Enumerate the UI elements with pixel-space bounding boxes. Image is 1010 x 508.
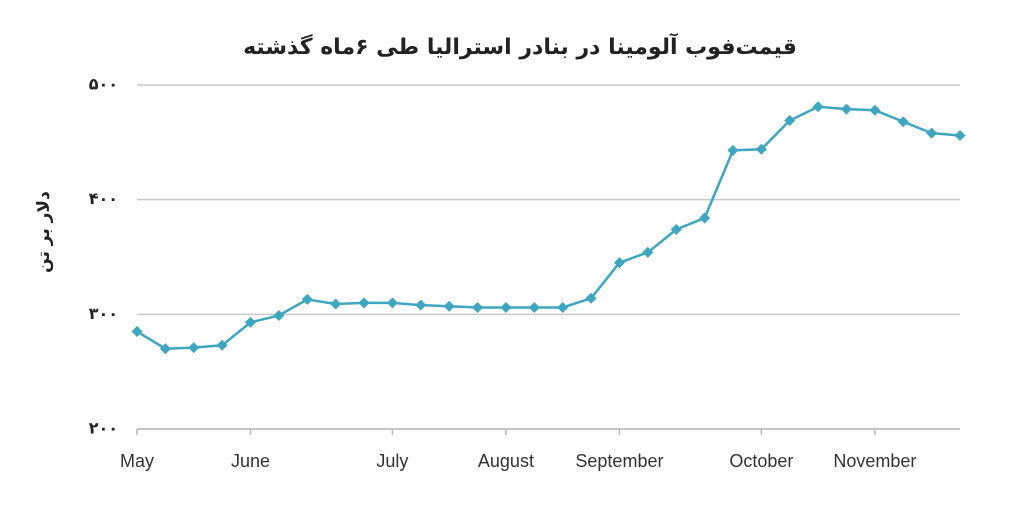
marker	[273, 309, 285, 321]
x-tick-label: July	[376, 451, 408, 471]
marker	[812, 101, 824, 113]
marker	[443, 300, 455, 312]
marker	[869, 104, 881, 116]
marker	[330, 298, 342, 310]
line	[136, 105, 961, 350]
marker	[585, 292, 597, 304]
marker	[159, 343, 171, 355]
x-tick-label: October	[729, 451, 793, 471]
marker	[131, 326, 143, 338]
marker	[500, 301, 512, 313]
x-tick-label: May	[120, 451, 154, 471]
marker	[386, 297, 398, 309]
y-axis-label: دلار بر تن	[34, 191, 54, 273]
x-tick-label: June	[231, 451, 270, 471]
x-tick-label: September	[575, 451, 663, 471]
marker	[472, 301, 484, 313]
x-tick-label: November	[833, 451, 916, 471]
marker	[188, 342, 200, 354]
y-tick-label: ۳۰۰	[89, 304, 118, 323]
marker	[926, 127, 938, 139]
marker	[784, 115, 796, 127]
marker	[840, 103, 852, 115]
marker	[245, 316, 257, 328]
marker	[954, 129, 966, 141]
marker	[642, 246, 654, 258]
y-tick-label: ۵۰۰	[89, 75, 118, 94]
marker	[301, 293, 313, 305]
y-tick-label: ۲۰۰	[89, 419, 118, 438]
marker	[528, 301, 540, 313]
marker	[897, 116, 909, 128]
marker	[216, 339, 228, 351]
x-tick-label: August	[478, 451, 534, 471]
marker	[415, 299, 427, 311]
marker	[727, 144, 739, 156]
marker	[358, 297, 370, 309]
marker	[670, 223, 682, 235]
marker	[613, 257, 625, 269]
marker	[755, 143, 767, 155]
y-tick-label: ۴۰۰	[89, 189, 118, 208]
marker	[699, 212, 711, 224]
chart-title: قیمت‌فوب آلومینا در بنادر استرالیا طی ۶م…	[243, 32, 797, 60]
marker	[557, 301, 569, 313]
